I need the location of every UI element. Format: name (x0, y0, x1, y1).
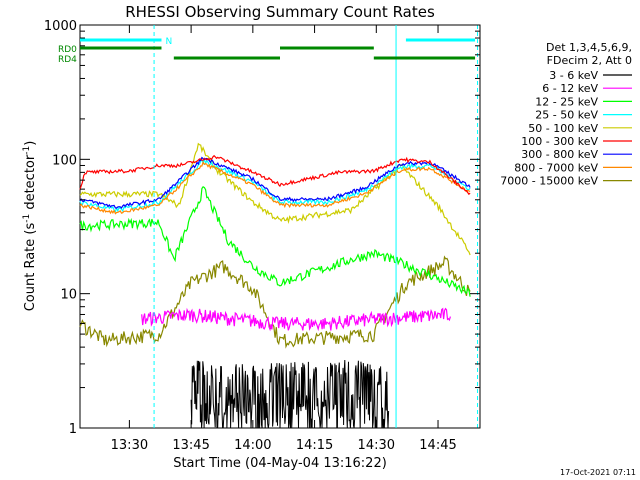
y-label-main: Count Rate (s (23, 223, 38, 312)
y-label-sup2: -1 (22, 146, 32, 155)
legend-label: 800 - 7000 keV (514, 161, 598, 174)
y-label-end: ) (23, 141, 38, 146)
series-line-12-25_keV (79, 185, 471, 297)
y-tick-label: 10 (60, 288, 77, 303)
legend-label: 25 - 50 keV (535, 109, 598, 122)
y-axis-label: Count Rate (s-1 detector-1) (22, 141, 38, 312)
series-line-3-6_keV (190, 359, 390, 429)
x-tick-label: 14:30 (358, 438, 395, 453)
y-label-sup1: -1 (22, 214, 32, 223)
series-line-7000-15000_keV (79, 255, 471, 349)
y-tick-label: 100 (52, 153, 77, 168)
series-line-300-800_keV (79, 156, 471, 209)
x-tick-label: 14:45 (419, 438, 456, 453)
series-line-50-100_keV (79, 142, 471, 256)
x-axis-ticks: 13:30 13:45 14:00 14:15 14:30 14:45 (111, 25, 457, 453)
flag-label-rd4: RD4 (58, 55, 77, 65)
legend: Det 1,3,4,5,6,9, FDecim 2, Att 0 3 - 6 k… (500, 41, 632, 188)
x-axis-label: Start Time (04-May-04 13:16:22) (173, 456, 387, 471)
series-line-800-7000_keV (79, 160, 471, 215)
legend-label: 12 - 25 keV (535, 95, 598, 108)
x-tick-label: 13:30 (111, 438, 148, 453)
legend-label: 6 - 12 keV (542, 82, 598, 95)
y-tick-label: 1 (69, 422, 77, 437)
flag-label-n: N (165, 37, 172, 47)
series-line-6-12_keV (141, 307, 451, 332)
legend-header-2: FDecim 2, Att 0 (547, 54, 632, 67)
y-label-mid: detector (23, 154, 38, 214)
x-tick-label: 14:15 (296, 438, 333, 453)
y-tick-label: 1000 (44, 19, 77, 34)
legend-label: 100 - 300 keV (521, 135, 598, 148)
series-line-100-300_keV (79, 154, 471, 196)
footer-timestamp: 17-Oct-2021 07:11 (560, 468, 636, 477)
legend-label: 50 - 100 keV (528, 122, 598, 135)
flag-label-rd0: RD0 (58, 45, 77, 55)
legend-label: 7000 - 15000 keV (500, 175, 598, 188)
legend-label: 300 - 800 keV (521, 148, 598, 161)
legend-label: 3 - 6 keV (549, 69, 598, 82)
chart-title: RHESSI Observing Summary Count Rates (125, 3, 435, 21)
plot-frame (79, 24, 481, 429)
y-axis-ticks: 1 10 100 1000 (44, 19, 480, 437)
x-tick-label: 14:00 (234, 438, 271, 453)
plot-area (79, 24, 481, 429)
legend-header-1: Det 1,3,4,5,6,9, (546, 41, 632, 54)
x-tick-label: 13:45 (172, 438, 209, 453)
